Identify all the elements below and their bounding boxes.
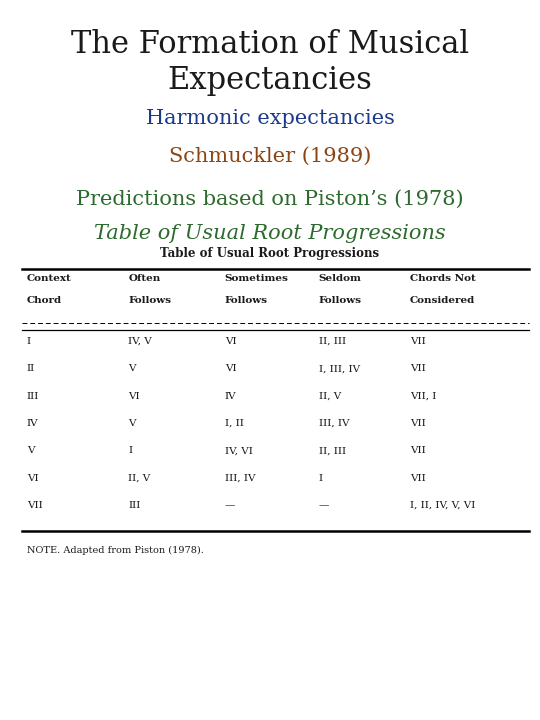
Text: VII: VII: [410, 337, 426, 346]
Text: II, V: II, V: [128, 474, 151, 483]
Text: II, III: II, III: [319, 337, 346, 346]
Text: VI: VI: [225, 364, 237, 374]
Text: III, IV: III, IV: [319, 419, 349, 428]
Text: IV: IV: [225, 392, 237, 401]
Text: Expectancies: Expectancies: [167, 65, 373, 96]
Text: Follows: Follows: [225, 296, 268, 305]
Text: I: I: [319, 474, 323, 483]
Text: VII: VII: [26, 501, 43, 510]
Text: VII: VII: [410, 419, 426, 428]
Text: VI: VI: [225, 337, 237, 346]
Text: Seldom: Seldom: [319, 274, 361, 284]
Text: Chord: Chord: [26, 296, 62, 305]
Text: VI: VI: [26, 474, 38, 483]
Text: V: V: [128, 364, 136, 374]
Text: II, V: II, V: [319, 392, 341, 401]
Text: Considered: Considered: [410, 296, 475, 305]
Text: IV, V: IV, V: [128, 337, 152, 346]
Text: VII: VII: [410, 364, 426, 374]
Text: Predictions based on Piston’s (1978): Predictions based on Piston’s (1978): [76, 190, 464, 209]
Text: IV: IV: [26, 419, 38, 428]
Text: Often: Often: [128, 274, 160, 284]
Text: I: I: [128, 446, 132, 456]
Text: III: III: [128, 501, 140, 510]
Text: NOTE. Adapted from Piston (1978).: NOTE. Adapted from Piston (1978).: [26, 546, 204, 555]
Text: I: I: [26, 337, 31, 346]
Text: Chords Not: Chords Not: [410, 274, 476, 284]
Text: III: III: [26, 392, 39, 401]
Text: I, III, IV: I, III, IV: [319, 364, 360, 374]
Text: Harmonic expectancies: Harmonic expectancies: [146, 109, 394, 128]
Text: Sometimes: Sometimes: [225, 274, 288, 284]
Text: —: —: [319, 501, 329, 510]
Text: II, III: II, III: [319, 446, 346, 456]
Text: VII: VII: [410, 446, 426, 456]
Text: V: V: [128, 419, 136, 428]
Text: I, II, IV, V, VI: I, II, IV, V, VI: [410, 501, 475, 510]
Text: V: V: [26, 446, 34, 456]
Text: VI: VI: [128, 392, 140, 401]
Text: Table of Usual Root Progressions: Table of Usual Root Progressions: [160, 247, 380, 260]
Text: II: II: [26, 364, 35, 374]
Text: IV, VI: IV, VI: [225, 446, 253, 456]
Text: Table of Usual Root Progressions: Table of Usual Root Progressions: [94, 224, 446, 243]
Text: Follows: Follows: [128, 296, 171, 305]
Text: III, IV: III, IV: [225, 474, 255, 483]
Text: VII, I: VII, I: [410, 392, 436, 401]
Text: —: —: [225, 501, 235, 510]
Text: I, II: I, II: [225, 419, 244, 428]
Text: Context: Context: [26, 274, 71, 284]
Text: Schmuckler (1989): Schmuckler (1989): [169, 147, 371, 166]
Text: VII: VII: [410, 474, 426, 483]
Text: Follows: Follows: [319, 296, 362, 305]
Text: The Formation of Musical: The Formation of Musical: [71, 29, 469, 60]
